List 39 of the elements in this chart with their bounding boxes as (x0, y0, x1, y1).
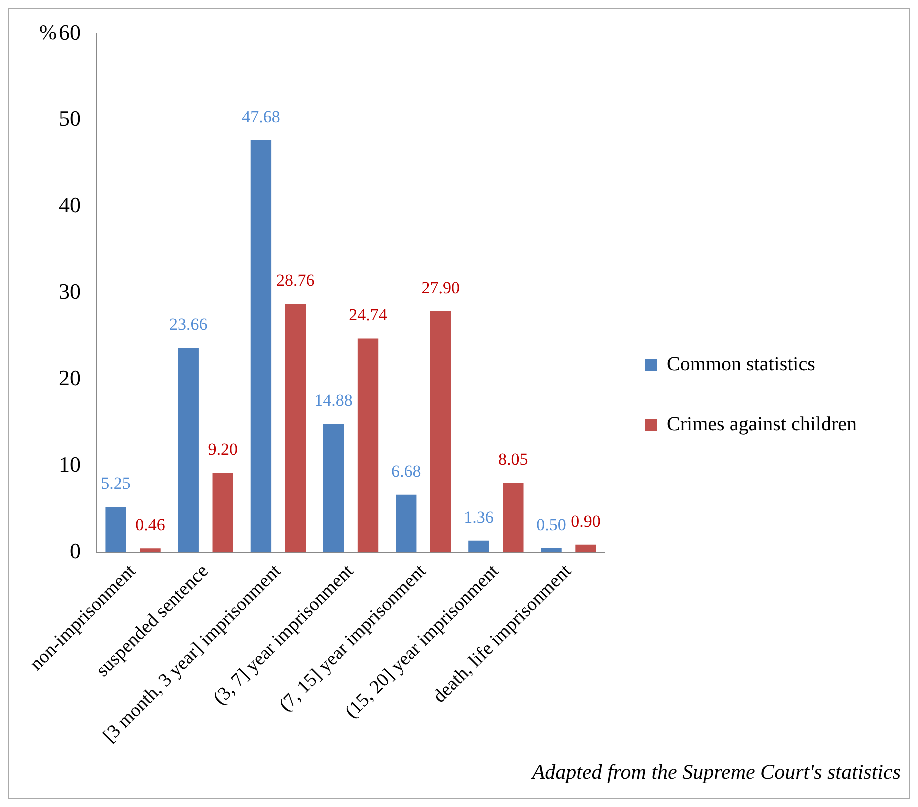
bar (106, 507, 126, 553)
data-label: 24.74 (349, 306, 388, 325)
data-label: 5.25 (101, 474, 131, 494)
bar (576, 544, 596, 553)
bar (541, 548, 562, 553)
y-tick-label: 30 (59, 279, 81, 304)
data-label: 6.68 (391, 462, 422, 481)
bar (358, 338, 379, 553)
bar (396, 494, 417, 553)
data-label: 27.90 (422, 278, 460, 298)
bar (503, 483, 524, 553)
y-tick-label: 50 (59, 106, 81, 132)
data-label: 1.36 (464, 508, 494, 527)
y-axis-title: % (40, 20, 57, 45)
y-tick-label: 10 (59, 452, 81, 477)
bar (468, 540, 490, 553)
bar (212, 473, 234, 553)
data-label: 23.66 (170, 315, 208, 334)
y-tick-label: 60 (59, 20, 81, 45)
y-tick-label: 0 (70, 538, 81, 564)
bar (250, 140, 272, 553)
bar (430, 311, 452, 553)
bar (178, 348, 199, 553)
data-label: 28.76 (276, 270, 315, 290)
legend-label: Common statistics (667, 353, 816, 376)
data-label: 0.46 (136, 516, 166, 535)
data-label: 0.50 (536, 515, 566, 534)
legend-label: Crimes against children (667, 413, 857, 436)
y-tick-label: 20 (59, 366, 81, 391)
bar (140, 548, 161, 553)
data-label: 8.05 (498, 450, 528, 469)
bar (323, 424, 344, 553)
data-label: 0.90 (571, 512, 601, 531)
data-label: 47.68 (242, 107, 280, 126)
data-label: 14.88 (314, 390, 353, 410)
y-tick-label: 40 (59, 192, 81, 218)
data-label: 9.20 (208, 440, 238, 460)
text: Adapted from the Supreme Court's statistics (530, 760, 901, 784)
bar (285, 304, 306, 553)
